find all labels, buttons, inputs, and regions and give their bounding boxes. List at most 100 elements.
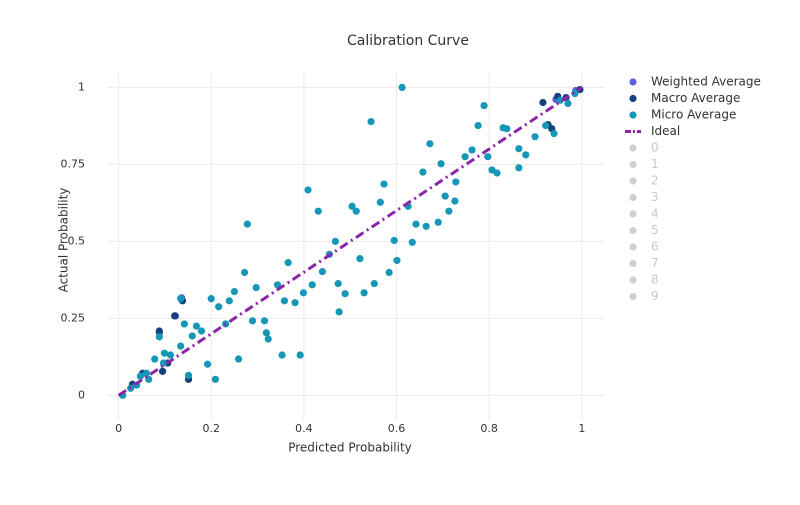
point — [203, 360, 212, 368]
point — [437, 160, 445, 168]
point — [503, 125, 511, 133]
legend-item[interactable]: 4 — [629, 207, 659, 221]
legend-item[interactable]: 5 — [629, 223, 659, 237]
y-tick-label: 0 — [78, 388, 85, 401]
point — [230, 287, 238, 296]
chart-title: Calibration Curve — [347, 33, 469, 49]
legend-swatch — [629, 94, 637, 103]
legend-label: 5 — [651, 223, 659, 237]
legend-label: 4 — [651, 207, 659, 221]
point — [393, 256, 401, 265]
legend-label: Ideal — [651, 124, 680, 138]
point — [434, 218, 442, 226]
point — [484, 153, 492, 161]
legend-swatch — [629, 111, 637, 119]
legend-swatch — [629, 193, 637, 202]
legend-swatch — [629, 226, 637, 235]
legend-label: 7 — [651, 256, 659, 270]
legend-item[interactable]: 2 — [629, 174, 659, 188]
legend-swatch — [629, 259, 637, 268]
point — [177, 342, 185, 350]
point — [571, 89, 579, 98]
legend-swatch — [629, 160, 637, 169]
point — [142, 369, 150, 377]
point — [412, 220, 420, 228]
point — [356, 255, 364, 263]
point — [376, 198, 384, 206]
point — [360, 289, 368, 297]
point — [158, 367, 167, 375]
legend-label: 8 — [651, 273, 659, 287]
point — [314, 207, 322, 215]
legend-item[interactable]: 8 — [629, 273, 659, 287]
point — [408, 238, 416, 246]
point — [184, 371, 193, 379]
legend-item[interactable]: 1 — [629, 157, 659, 171]
point — [556, 96, 564, 104]
y-tick-label: 0.5 — [68, 234, 86, 247]
point — [367, 117, 375, 126]
legend-item[interactable]: 7 — [629, 256, 659, 270]
point — [352, 207, 360, 215]
point — [550, 129, 558, 138]
point — [348, 202, 356, 210]
x-tick-label: 0.6 — [388, 422, 406, 435]
point — [159, 359, 168, 367]
legend-swatch — [629, 243, 637, 251]
point — [474, 121, 482, 130]
point — [468, 146, 476, 154]
point — [207, 295, 215, 303]
point — [264, 335, 272, 343]
legend-label: Micro Average — [651, 108, 736, 122]
x-tick-label: 0 — [115, 422, 122, 435]
point — [334, 279, 342, 288]
x-tick-label: 0.4 — [295, 422, 313, 435]
legend-item[interactable]: Ideal — [625, 124, 680, 138]
point — [493, 169, 501, 177]
point — [539, 98, 547, 107]
legend-item[interactable]: Macro Average — [629, 91, 740, 105]
point — [136, 372, 144, 380]
y-tick-label: 1 — [78, 80, 85, 93]
legend-swatch — [629, 144, 637, 152]
x-tick-label: 0.2 — [202, 422, 220, 435]
legend-label: Macro Average — [651, 91, 740, 105]
point — [192, 322, 201, 330]
point — [299, 289, 308, 297]
point — [180, 320, 188, 328]
legend-swatch — [629, 210, 637, 218]
legend-item[interactable]: 0 — [629, 141, 659, 155]
point — [188, 332, 196, 340]
x-tick-label: 0.8 — [480, 422, 498, 435]
point — [243, 220, 251, 228]
legend-item[interactable]: 3 — [629, 190, 659, 204]
legend-label: 2 — [651, 174, 659, 188]
point — [370, 279, 378, 288]
point — [284, 259, 292, 267]
point — [341, 290, 349, 298]
point — [278, 351, 286, 359]
legend-item[interactable]: Weighted Average — [629, 75, 761, 89]
point — [166, 351, 175, 359]
point — [445, 207, 453, 215]
x-axis-label: Predicted Probability — [288, 441, 412, 455]
point — [515, 164, 523, 172]
point — [522, 151, 530, 159]
legend-item[interactable]: 9 — [629, 289, 659, 303]
point — [280, 297, 289, 305]
point — [240, 268, 249, 277]
legend-swatch — [629, 276, 637, 284]
point — [335, 308, 343, 316]
point — [419, 168, 427, 176]
point — [215, 303, 223, 311]
legend-swatch — [629, 78, 637, 86]
legend-label: 1 — [651, 157, 659, 171]
y-tick-label: 0.75 — [61, 157, 86, 170]
point — [331, 237, 339, 245]
legend-item[interactable]: Micro Average — [629, 108, 736, 122]
legend-item[interactable]: 6 — [629, 240, 659, 254]
legend-label: Weighted Average — [651, 75, 761, 89]
point — [385, 268, 393, 277]
point — [390, 236, 398, 245]
point — [422, 222, 430, 230]
